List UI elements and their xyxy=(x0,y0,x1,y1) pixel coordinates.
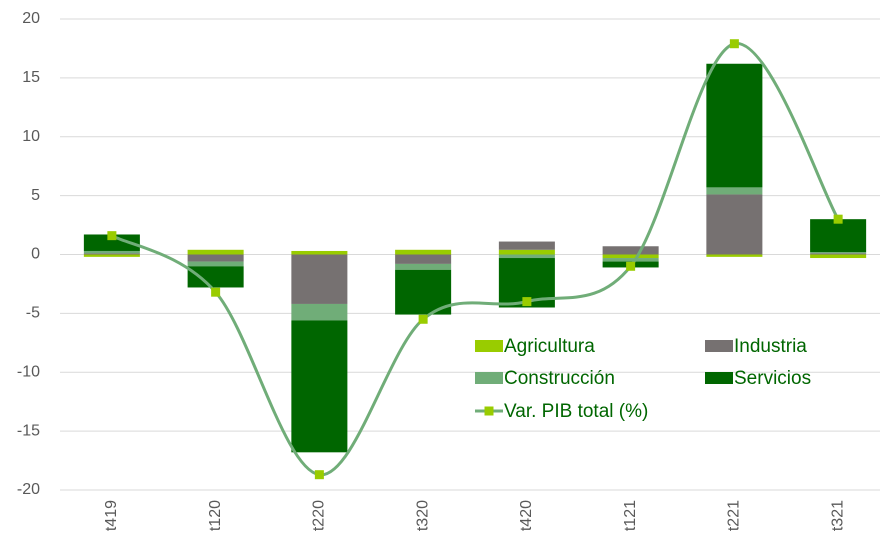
bar xyxy=(706,194,763,255)
x-tick-label: t221 xyxy=(726,500,743,531)
y-tick-label: 15 xyxy=(22,69,40,86)
x-tick-label: t121 xyxy=(622,500,639,531)
x-tick-label: t220 xyxy=(311,500,328,531)
legend-swatch xyxy=(705,372,733,384)
bar xyxy=(83,253,140,255)
marker xyxy=(314,470,324,480)
legend-label: Var. PIB total (%) xyxy=(504,401,648,422)
x-tick-label: t320 xyxy=(414,500,431,531)
bar xyxy=(810,254,867,259)
legend-label: Industria xyxy=(734,336,807,357)
y-tick-label: -15 xyxy=(17,422,40,439)
bar xyxy=(498,249,555,255)
bar xyxy=(187,261,244,267)
legend-label: Agricultura xyxy=(504,336,595,357)
marker xyxy=(729,39,739,49)
bar xyxy=(395,263,452,270)
legend-swatch xyxy=(705,340,733,352)
bar xyxy=(498,241,555,250)
marker xyxy=(107,231,117,241)
bar xyxy=(291,303,348,321)
y-tick-label: 10 xyxy=(22,128,40,145)
x-tick-label: t419 xyxy=(103,500,120,531)
bar xyxy=(602,254,659,259)
legend-marker xyxy=(484,406,494,416)
legend-swatch xyxy=(475,340,503,352)
y-tick-label: -20 xyxy=(17,481,40,498)
legend-label: Construcción xyxy=(504,368,615,389)
y-tick-label: 5 xyxy=(31,187,40,204)
bar xyxy=(83,250,140,254)
bar xyxy=(187,249,244,255)
bar xyxy=(810,253,867,255)
bar xyxy=(810,252,867,254)
x-tick-label: t420 xyxy=(518,500,535,531)
bar xyxy=(291,320,348,453)
y-tick-label: 0 xyxy=(31,246,40,263)
bar xyxy=(83,234,140,251)
x-tick-label: t321 xyxy=(829,500,846,531)
bar xyxy=(810,219,867,253)
bar xyxy=(498,254,555,259)
y-tick-label: -5 xyxy=(26,305,40,322)
bar xyxy=(291,250,348,255)
bar xyxy=(602,246,659,255)
bar xyxy=(395,254,452,264)
y-tick-label: -10 xyxy=(17,363,40,380)
marker xyxy=(522,297,532,307)
marker xyxy=(626,261,636,271)
bar xyxy=(83,254,140,257)
bar xyxy=(187,266,244,288)
legend-label: Servicios xyxy=(734,368,811,389)
bar xyxy=(602,258,659,262)
marker xyxy=(833,214,843,224)
bar xyxy=(706,187,763,195)
x-tick-label: t120 xyxy=(207,500,224,531)
legend-swatch xyxy=(475,372,503,384)
bar xyxy=(706,254,763,257)
marker xyxy=(418,314,428,324)
bar xyxy=(706,63,763,188)
bar xyxy=(395,249,452,255)
bar xyxy=(291,254,348,304)
marker xyxy=(211,287,221,297)
bar xyxy=(187,254,244,262)
y-tick-label: 20 xyxy=(22,10,40,27)
